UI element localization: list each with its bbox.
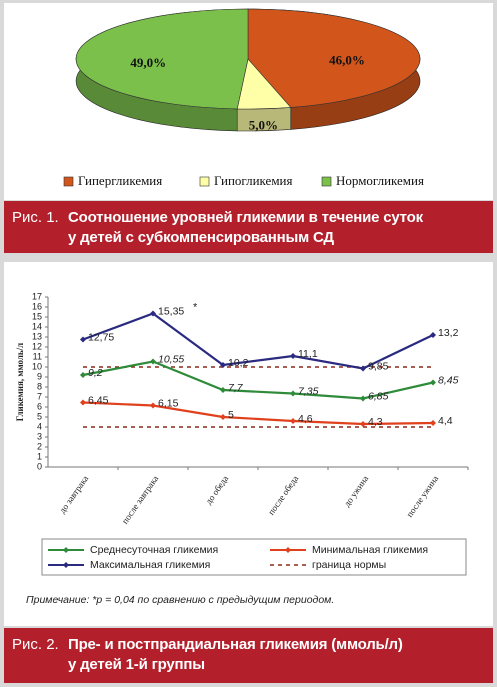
y-axis-label: Гликемия, ммоль/л xyxy=(15,343,25,421)
y-tick-label: 15 xyxy=(32,311,42,321)
series-line xyxy=(82,360,434,400)
pie-slice xyxy=(75,8,249,110)
caption-line: у детей с субкомпенсированным СД xyxy=(68,229,334,246)
legend-label: Гипергликемия xyxy=(78,173,162,188)
series-marker xyxy=(430,332,436,338)
value-label: 7,7 xyxy=(228,382,244,394)
pie-value-label: 5,0% xyxy=(249,117,278,132)
annotation: * xyxy=(193,301,198,313)
value-label: 13,2 xyxy=(438,327,459,339)
value-label: 6,45 xyxy=(88,394,109,406)
legend-swatch xyxy=(63,176,74,187)
pie-slice xyxy=(247,8,421,108)
caption-line: у детей 1-й группы xyxy=(68,656,205,673)
y-tick-label: 4 xyxy=(37,421,42,431)
value-label: 9,2 xyxy=(88,367,103,379)
value-label: 10,55 xyxy=(158,353,184,365)
pie-value-label: 46,0% xyxy=(329,52,365,67)
value-label: 9,85 xyxy=(368,360,389,372)
value-label: 5 xyxy=(228,409,234,421)
pie-panel: 46,0% 5,0% 49,0% Гипергликемия Гипогликемия Н… xyxy=(4,3,493,200)
legend-swatch xyxy=(199,176,210,187)
legend-label: Среднесуточная гликемия xyxy=(90,544,218,556)
y-tick-label: 6 xyxy=(37,401,42,411)
figure-label: Рис. 2. xyxy=(12,636,59,653)
value-label: 15,35 xyxy=(158,305,184,317)
series-marker xyxy=(290,418,296,424)
series-marker xyxy=(80,372,86,378)
y-tick-label: 0 xyxy=(37,461,42,471)
value-label: 10,2 xyxy=(228,357,249,369)
series-marker xyxy=(150,310,156,317)
series-marker xyxy=(150,402,156,409)
caption-band: Рис. 2. Пре- и постпрандиальная гликемия… xyxy=(4,628,493,683)
value-label: 7,35 xyxy=(298,385,319,397)
legend-label: Нормогликемия xyxy=(336,173,424,188)
legend-label: Максимальная гликемия xyxy=(90,559,210,571)
value-label: 12,75 xyxy=(88,331,114,343)
y-tick-label: 5 xyxy=(37,411,42,421)
series-marker xyxy=(220,362,226,368)
x-tick-label: до ужина xyxy=(342,474,371,509)
value-label: 6,15 xyxy=(158,397,179,409)
value-label: 6,85 xyxy=(368,390,389,402)
note: Примечание: *p = 0,04 по сравнению с пре… xyxy=(26,594,334,606)
legend-swatch xyxy=(321,176,332,187)
y-tick-label: 2 xyxy=(37,441,42,451)
series-marker xyxy=(220,387,226,393)
caption-line: Соотношение уровней гликемии в течение с… xyxy=(68,209,423,226)
y-tick-label: 11 xyxy=(33,351,42,361)
x-tick-label: после ужина xyxy=(404,474,440,519)
y-tick-label: 3 xyxy=(37,431,42,441)
legend-marker xyxy=(285,547,291,553)
value-label: 8,45 xyxy=(438,374,459,386)
y-tick-label: 8 xyxy=(37,381,42,391)
legend-box xyxy=(41,538,467,576)
x-tick-label: после обеда xyxy=(266,474,300,517)
x-tick-label: до завтрака xyxy=(57,474,90,516)
series-line xyxy=(82,401,434,426)
series-marker xyxy=(80,399,86,406)
series-marker xyxy=(360,365,366,372)
y-tick-label: 12 xyxy=(32,341,42,351)
y-tick-label: 7 xyxy=(37,391,42,401)
series-marker xyxy=(430,420,436,426)
legend-label: Минимальная гликемия xyxy=(312,544,428,556)
series-line xyxy=(82,312,434,370)
value-label: 11,1 xyxy=(298,348,318,360)
y-tick-label: 1 xyxy=(37,451,42,461)
legend-marker xyxy=(63,562,69,568)
y-tick-label: 9 xyxy=(37,371,42,381)
caption-line: Пре- и постпрандиальная гликемия (ммоль/… xyxy=(68,636,403,653)
y-tick-label: 13 xyxy=(32,331,42,341)
series-marker xyxy=(360,395,366,402)
series-marker xyxy=(220,414,226,420)
pie-value-label: 49,0% xyxy=(130,55,166,70)
x-tick-label: до обеда xyxy=(203,474,230,507)
series-marker xyxy=(80,336,86,343)
series-marker xyxy=(150,358,156,365)
legend-label: граница нормы xyxy=(312,559,386,571)
figure-label: Рис. 1. xyxy=(12,209,59,226)
y-tick-label: 16 xyxy=(32,301,42,311)
series-marker xyxy=(360,421,366,427)
value-label: 4,6 xyxy=(298,413,313,425)
series-marker xyxy=(430,379,436,386)
y-tick-label: 17 xyxy=(32,291,42,301)
series-marker xyxy=(290,390,296,397)
legend-marker xyxy=(63,547,69,553)
value-label: 4,3 xyxy=(368,416,383,428)
legend-label: Гипогликемия xyxy=(214,173,292,188)
x-tick-label: после завтрака xyxy=(120,474,161,526)
value-label: 4,4 xyxy=(438,415,453,427)
y-tick-label: 10 xyxy=(32,361,42,371)
caption-band: Рис. 1. Соотношение уровней гликемии в т… xyxy=(4,201,493,253)
series-marker xyxy=(290,353,296,359)
y-tick-label: 14 xyxy=(32,321,42,331)
